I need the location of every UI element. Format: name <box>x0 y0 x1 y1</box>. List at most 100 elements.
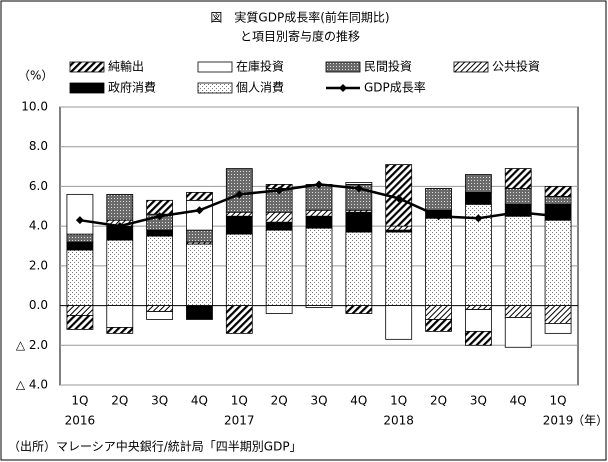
bar-segment <box>186 305 213 320</box>
bar-segment <box>106 193 134 221</box>
bar-segment <box>425 217 452 306</box>
bar-segment <box>225 211 253 217</box>
line-marker <box>315 180 323 189</box>
bar-segment <box>186 229 213 243</box>
y-tick-label: △ 4.0 <box>16 378 48 392</box>
legend-swatch <box>69 61 105 73</box>
x-tick-label: 4Q <box>191 394 208 408</box>
y-tick-label: 2.0 <box>29 258 48 272</box>
bar-segment <box>265 211 293 223</box>
bar-segment <box>186 199 213 231</box>
bar-segment <box>66 315 94 330</box>
bar-segment <box>186 191 213 201</box>
bar-segment <box>464 305 492 310</box>
legend-label: 公共投資 <box>492 59 540 74</box>
bar-segment <box>66 193 94 235</box>
legend-label: 政府消費 <box>108 80 156 95</box>
line-marker <box>155 212 164 221</box>
bar-segment <box>345 305 373 314</box>
legend-swatch <box>197 61 233 73</box>
line-marker <box>235 190 244 199</box>
legend-label: GDP成長率 <box>364 80 426 95</box>
x-tick-label: 2Q <box>111 394 128 408</box>
bar-segment <box>66 249 94 306</box>
x-tick-label: 3Q <box>310 394 327 408</box>
bar-segment <box>544 186 572 197</box>
bar-segment <box>265 221 293 231</box>
y-tick-label: 10.0 <box>21 100 48 114</box>
legend-swatch <box>453 61 489 73</box>
legend-label: 純輸出 <box>108 59 144 74</box>
y-tick-label: 4.0 <box>29 219 48 233</box>
bar-segment <box>225 305 253 334</box>
bar-segment <box>385 164 413 227</box>
y-unit: （%） <box>18 69 53 83</box>
x-tick-label: 1Q <box>550 394 567 408</box>
bar-segment <box>464 309 492 332</box>
legend-swatch <box>69 82 105 94</box>
x-tick-label: 3Q <box>470 394 487 408</box>
bar-segment <box>186 243 213 306</box>
bar-segment <box>305 305 333 308</box>
legend-swatch <box>197 82 233 94</box>
line-marker <box>554 212 563 221</box>
x-tick-label: 4Q <box>510 394 527 408</box>
line-marker <box>75 216 84 225</box>
bar-segment <box>106 327 134 334</box>
bar-segment <box>544 195 572 205</box>
y-tick-label: △ 2.0 <box>16 338 48 352</box>
x-tick-label: 1Q <box>390 394 407 408</box>
bar-segment <box>66 305 94 316</box>
chart-subtitle: と項目別寄与度の推移 <box>240 29 360 44</box>
bar-segment <box>345 182 373 185</box>
x-year-label: 2019 <box>543 414 574 428</box>
bar-segment <box>464 191 492 205</box>
bar-segment <box>544 219 572 306</box>
bar-segment <box>345 211 373 233</box>
legend-label: 在庫投資 <box>236 59 284 74</box>
x-unit: （年） <box>572 414 608 428</box>
bar-segment <box>225 233 253 306</box>
legend-swatch <box>325 61 361 73</box>
bar-segment <box>504 215 532 306</box>
legend-label: 民間投資 <box>364 59 412 74</box>
x-year-label: 2018 <box>383 414 414 428</box>
bar-segment <box>106 239 134 306</box>
x-year-label: 2017 <box>224 414 255 428</box>
x-tick-label: 2Q <box>430 394 447 408</box>
bar-segment <box>504 305 532 318</box>
x-tick-label: 2Q <box>271 394 288 408</box>
bar-segment <box>66 233 94 243</box>
line-marker <box>354 184 363 193</box>
bar-segment <box>385 225 413 231</box>
x-tick-label: 1Q <box>71 394 88 408</box>
bar-segment <box>544 323 572 334</box>
bar-segment <box>464 174 492 193</box>
x-tick-label: 1Q <box>231 394 248 408</box>
bar-segment <box>146 311 174 320</box>
source: （出所）マレーシア中央銀行/統計局「四半期別GDP」 <box>8 439 302 454</box>
bar-segment <box>464 330 492 346</box>
bar-segment <box>425 305 452 320</box>
line-marker <box>275 186 284 195</box>
bar-segment <box>385 305 413 340</box>
bar-segment <box>305 184 333 211</box>
bar-segment <box>345 231 373 306</box>
bar-segment <box>504 317 532 348</box>
bar-segment <box>146 229 174 237</box>
line-marker <box>195 206 204 215</box>
line-marker <box>474 214 483 223</box>
y-tick-label: 6.0 <box>29 179 48 193</box>
bar-segment <box>305 215 333 229</box>
bar-segment <box>225 215 253 235</box>
bar-segment <box>265 305 293 314</box>
bar-segment <box>106 305 134 328</box>
line-marker <box>115 222 124 231</box>
bar-segment <box>305 209 333 217</box>
bar-segment <box>305 227 333 306</box>
line-marker <box>434 212 443 221</box>
bar-segment <box>146 235 174 306</box>
bar-segment <box>146 305 174 312</box>
